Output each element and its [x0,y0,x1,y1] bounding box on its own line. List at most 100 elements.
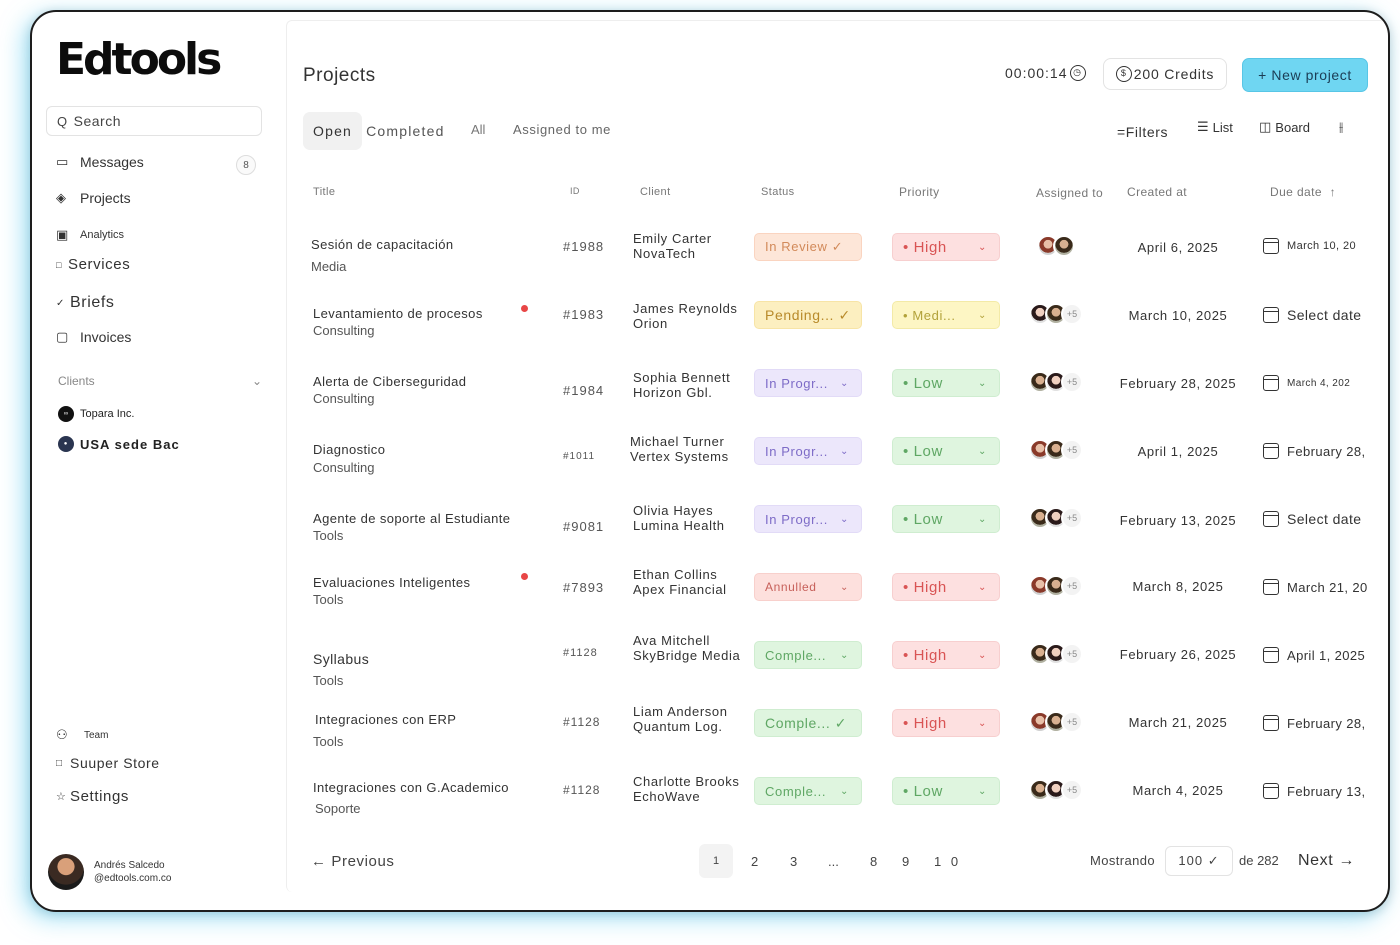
tab-assigned[interactable]: Assigned to me [513,122,612,137]
list-view-button[interactable]: ☰ List [1197,119,1233,135]
project-title[interactable]: Diagnostico [313,442,386,457]
priority-dropdown[interactable]: • Low ⌄ [892,369,1000,397]
status-dropdown[interactable]: In Progr... ⌄ [754,505,862,533]
column-header-status[interactable]: Status [761,186,795,198]
sidebar-item-invoices[interactable]: ▢ Invoices [56,329,131,345]
status-dropdown[interactable]: Pending... ✓ [754,301,862,329]
project-title[interactable]: Integraciones con G.Academico [313,780,509,795]
sidebar-item-messages[interactable]: ▭ Messages [56,154,144,170]
previous-page-button[interactable]: ← Previous [311,853,395,870]
column-header-due[interactable]: Due date ↑ [1270,185,1336,199]
page-size-select[interactable]: 100 ✓ [1165,846,1233,876]
column-header-client[interactable]: Client [640,186,671,198]
page-3-button[interactable]: 3 [790,854,798,869]
project-title[interactable]: Alerta de Ciberseguridad [313,374,467,389]
status-dropdown[interactable]: In Progr... ⌄ [754,437,862,465]
status-dropdown[interactable]: In Review ✓ [754,233,862,261]
due-date-picker[interactable]: February 28, [1263,715,1366,731]
priority-dropdown[interactable]: • Medi... ⌄ [892,301,1000,329]
sidebar-item-analytics[interactable]: ▣ Analytics [56,227,124,243]
client-item-topara[interactable]: ∞ Topara Inc. [58,406,134,422]
sidebar-item-projects[interactable]: ◈ Projects [56,190,131,206]
priority-dropdown[interactable]: • Low ⌄ [892,505,1000,533]
project-title[interactable]: Integraciones con ERP [315,712,457,727]
assignee-avatars[interactable]: +5 [1029,371,1083,393]
table-row[interactable]: Evaluaciones Inteligentes Tools #7893 Et… [287,561,1387,629]
status-dropdown[interactable]: Comple... ✓ [754,709,862,737]
assignee-avatars[interactable] [1037,235,1075,257]
due-date-picker[interactable]: March 10, 20 [1263,238,1356,254]
due-date-picker[interactable]: March 21, 20 [1263,579,1368,595]
sidebar-item-briefs[interactable]: ✓ Briefs [56,294,115,312]
priority-dropdown[interactable]: • High ⌄ [892,709,1000,737]
page-10-button[interactable]: 1 0 [934,854,962,869]
project-title[interactable]: Agente de soporte al Estudiante [313,511,511,526]
status-dropdown[interactable]: Annulled ⌄ [754,573,862,601]
column-header-priority[interactable]: Priority [899,185,940,199]
assignee-avatars[interactable]: +5 [1029,303,1083,325]
due-date-picker[interactable]: Select date [1263,511,1361,527]
project-title[interactable]: Levantamiento de procesos [313,306,483,321]
project-title[interactable]: Sesión de capacitación [311,237,454,252]
next-page-button[interactable]: Next → [1298,852,1355,869]
status-dropdown[interactable]: Comple... ⌄ [754,777,862,805]
column-header-created[interactable]: Created at [1127,185,1188,199]
assignee-avatars[interactable]: +5 [1029,575,1083,597]
credits-button[interactable]: $ 200 Credits [1103,58,1227,90]
client-item-usa[interactable]: ● USA sede Bac [58,436,180,452]
tab-open[interactable]: Open [303,112,363,150]
due-date-picker[interactable]: February 13, [1263,783,1366,799]
sidebar-item-store[interactable]: □ Suuper Store [56,755,160,771]
chevron-down-icon[interactable]: ⌄ [251,374,262,388]
priority-dropdown[interactable]: • High ⌄ [892,233,1000,261]
tab-completed[interactable]: Completed [366,123,445,139]
page-2-button[interactable]: 2 [751,854,759,869]
board-view-button[interactable]: ◫ Board [1259,119,1310,135]
priority-dropdown[interactable]: • Low ⌄ [892,777,1000,805]
page-1-button[interactable]: 1 [699,844,733,878]
assignee-avatars[interactable]: +5 [1029,711,1083,733]
due-date-picker[interactable]: April 1, 2025 [1263,647,1365,663]
user-profile[interactable]: Andrés Salcedo @edtools.com.co [48,854,171,890]
due-date-picker[interactable]: February 28, [1263,443,1366,459]
project-title[interactable]: Evaluaciones Inteligentes [313,575,471,590]
timer[interactable]: 00:00:14 ◷ [1005,65,1086,81]
priority-dropdown[interactable]: • Low ⌄ [892,437,1000,465]
due-date-picker[interactable]: Select date [1263,307,1361,323]
tab-all[interactable]: All [471,122,486,137]
priority-dropdown[interactable]: • High ⌄ [892,573,1000,601]
sidebar-item-services[interactable]: □ Services [56,256,130,273]
assignee-avatars[interactable]: +5 [1029,779,1083,801]
priority-dropdown[interactable]: • High ⌄ [892,641,1000,669]
clients-section-header[interactable]: Clients ⌄ [58,374,262,388]
table-row[interactable]: Integraciones con G.Academico Soporte #1… [287,765,1387,833]
page-8-button[interactable]: 8 [870,854,878,869]
chevron-down-icon: ⌄ [840,649,849,661]
table-row[interactable]: Integraciones con ERP Tools #1128 Liam A… [287,697,1387,765]
sidebar-item-settings[interactable]: ☆ Settings [56,788,129,805]
column-header-id[interactable]: ID [570,186,580,196]
table-row[interactable]: Syllabus Tools #1128 Ava Mitchell SkyBri… [287,629,1387,697]
project-client: Liam Anderson Quantum Log. [633,704,728,734]
table-row[interactable]: Alerta de Ciberseguridad Consulting #198… [287,357,1387,425]
column-header-title[interactable]: Title [313,186,336,198]
status-dropdown[interactable]: In Progr... ⌄ [754,369,862,397]
table-row[interactable]: Agente de soporte al Estudiante Tools #9… [287,493,1387,561]
table-row[interactable]: Sesión de capacitación Media #1988 Emily… [287,221,1387,289]
assignee-avatars[interactable]: +5 [1029,439,1083,461]
assignee-avatars[interactable]: +5 [1029,643,1083,665]
table-row[interactable]: Levantamiento de procesos Consulting #19… [287,289,1387,357]
status-dropdown[interactable]: Comple... ⌄ [754,641,862,669]
sort-arrow-up-icon[interactable]: ↑ [1329,185,1337,199]
page-9-button[interactable]: 9 [902,854,910,869]
due-date-picker[interactable]: March 4, 202 [1263,375,1350,391]
column-header-assigned[interactable]: Assigned to [1036,186,1104,200]
sidebar-item-team[interactable]: ⚇ Team [56,727,108,743]
filters-button[interactable]: =Filters [1117,124,1169,140]
table-row[interactable]: Diagnostico Consulting #1011 Michael Tur… [287,425,1387,493]
assignee-avatars[interactable]: +5 [1029,507,1083,529]
column-settings-button[interactable]: ⫲ [1339,119,1343,135]
new-project-button[interactable]: + New project [1242,58,1368,92]
project-title[interactable]: Syllabus [313,651,370,667]
search-input[interactable]: Q Search [46,106,262,136]
